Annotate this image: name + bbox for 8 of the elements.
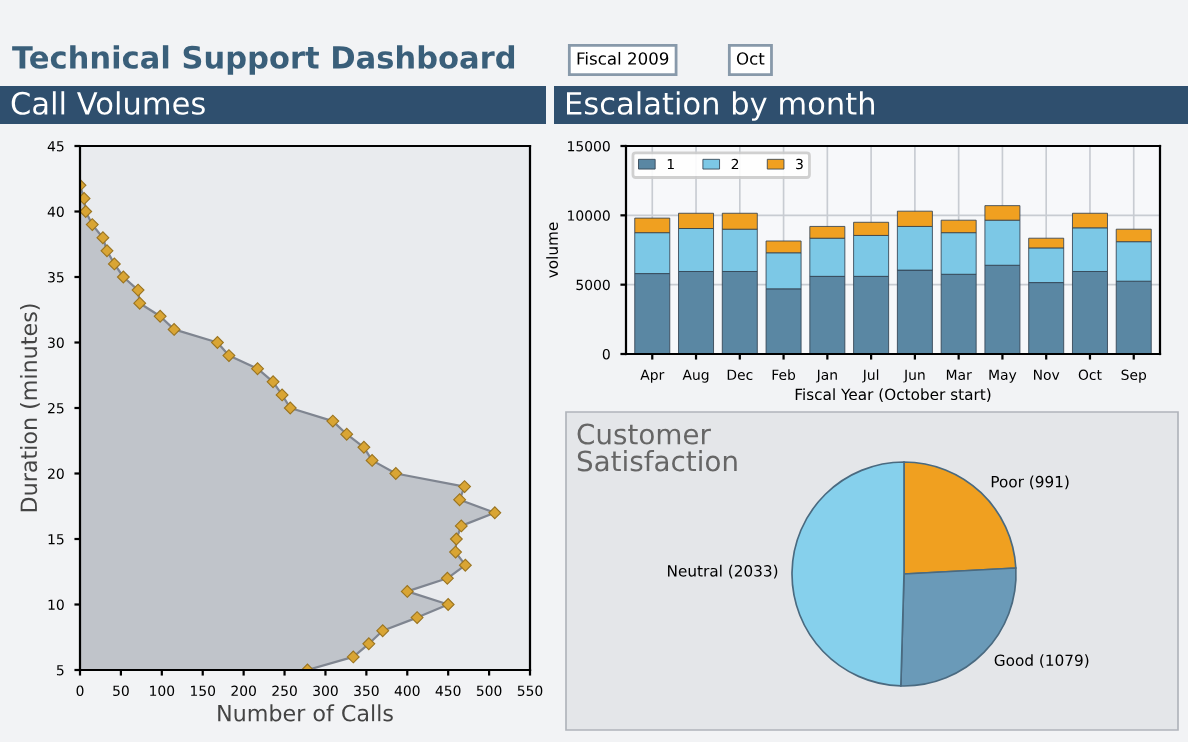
chart-title: Escalation by month: [567, 91, 874, 121]
y-axis-title: Duration (minutes): [19, 304, 40, 512]
x-axis-title: Number of Calls: [218, 704, 393, 722]
text: Technical Support Dashboard: [12, 45, 515, 75]
chart-title: Customer Satisfaction: [577, 423, 737, 472]
text: Oct: [736, 52, 765, 65]
chart-title: Call Volumes: [11, 91, 205, 115]
text: Fiscal 2009: [577, 51, 669, 65]
